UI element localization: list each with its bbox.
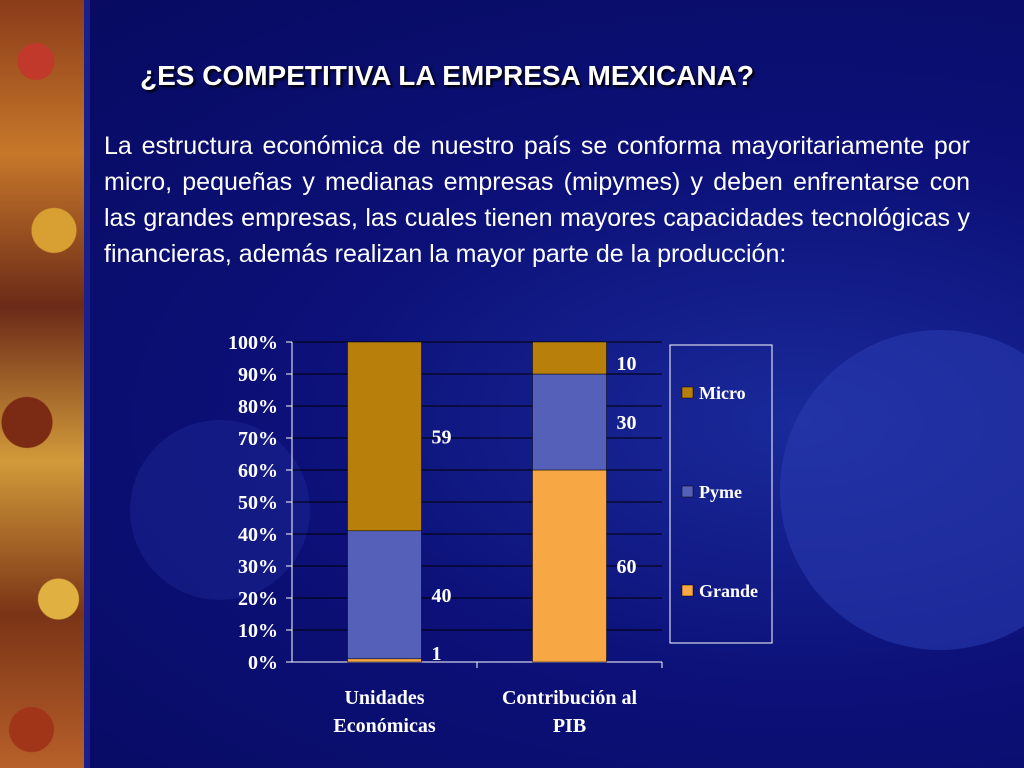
x-category-label: Contribución al: [502, 687, 637, 709]
data-label: 59: [432, 426, 452, 448]
x-category-label: PIB: [553, 715, 586, 737]
y-tick-label: 50%: [238, 492, 278, 514]
decorative-side-strip: [0, 0, 90, 768]
bar-segment-micro: [347, 341, 422, 532]
legend-swatch-pyme: [681, 485, 694, 498]
legend-label: Grande: [699, 581, 758, 601]
bar-segment-grande: [532, 469, 607, 663]
x-category-label: Económicas: [333, 715, 435, 737]
legend-label: Micro: [699, 383, 746, 403]
y-tick-label: 20%: [238, 588, 278, 610]
y-tick-label: 90%: [238, 364, 278, 386]
bar-segment-micro: [532, 341, 607, 375]
bar-segment-grande: [347, 658, 422, 663]
y-tick-label: 10%: [238, 620, 278, 642]
data-label: 30: [617, 412, 637, 434]
legend-swatch-grande: [681, 584, 694, 597]
data-label: 40: [432, 585, 452, 607]
legend-label: Pyme: [699, 482, 742, 502]
background-gear-decoration-small: [130, 420, 310, 600]
data-label: 10: [617, 353, 637, 375]
bar-segment-pyme: [347, 530, 422, 660]
slide-body-text: La estructura económica de nuestro país …: [104, 132, 970, 268]
stacked-bar-chart: 0% 10% 20% 30% 40% 50% 60% 70% 80% 90% 100% 1 40 59 Un…: [228, 332, 773, 737]
x-category-label: Unidades: [344, 687, 424, 709]
y-tick-label: 80%: [238, 396, 278, 418]
slide-title: ¿ES COMPETITIVA LA EMPRESA MEXICANA?: [140, 60, 754, 91]
background-gear-decoration: [780, 330, 1024, 650]
data-label: 1: [432, 643, 442, 665]
bar-segment-pyme: [532, 373, 607, 471]
y-tick-label: 40%: [238, 524, 278, 546]
legend-box: [669, 344, 773, 644]
y-tick-label: 100%: [228, 332, 278, 354]
y-tick-label: 0%: [248, 652, 278, 674]
y-tick-label: 70%: [238, 428, 278, 450]
y-tick-label: 60%: [238, 460, 278, 482]
legend-swatch-micro: [681, 386, 694, 399]
data-label: 60: [617, 556, 637, 578]
y-tick-label: 30%: [238, 556, 278, 578]
